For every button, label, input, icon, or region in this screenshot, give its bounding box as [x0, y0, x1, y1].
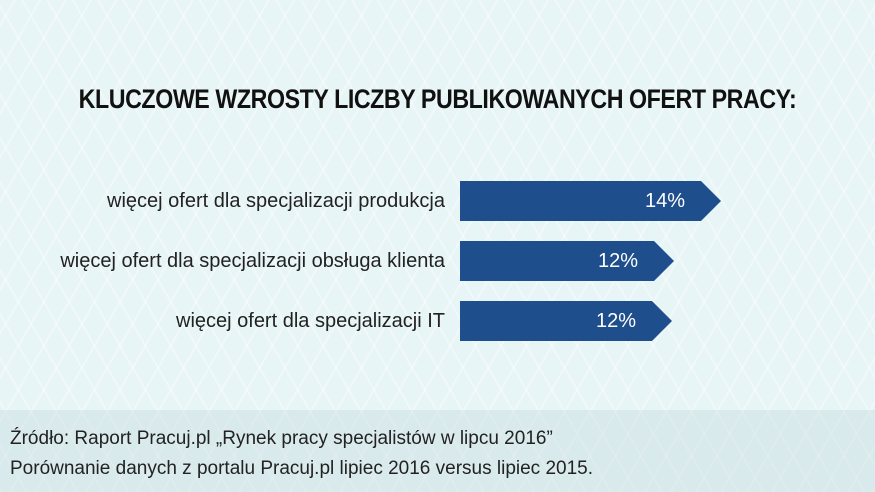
chart-title: KLUCZOWE WZROSTY LICZBY PUBLIKOWANYCH OF… — [78, 84, 797, 114]
bar-row-it: więcej ofert dla specjalizacji IT 12% — [0, 301, 875, 341]
bar: 12% — [460, 301, 672, 341]
source-text: Źródło: Raport Pracuj.pl „Rynek pracy sp… — [10, 428, 553, 449]
bar-value: 12% — [595, 310, 636, 332]
bar-value: 14% — [644, 190, 685, 212]
bar-label: więcej ofert dla specjalizacji obsługa k… — [60, 250, 445, 272]
footer: Źródło: Raport Pracuj.pl „Rynek pracy sp… — [0, 410, 875, 492]
bar: 12% — [460, 241, 674, 281]
bar-row-obsluga-klienta: więcej ofert dla specjalizacji obsługa k… — [0, 241, 875, 281]
bar-label: więcej ofert dla specjalizacji produkcja — [107, 190, 445, 212]
comparison-note: Porównanie danych z portalu Pracuj.pl li… — [10, 458, 594, 479]
bar-label: więcej ofert dla specjalizacji IT — [176, 310, 445, 332]
bar-value: 12% — [597, 250, 638, 272]
bar-row-produkcja: więcej ofert dla specjalizacji produkcja… — [0, 181, 875, 221]
bar: 14% — [460, 181, 721, 221]
